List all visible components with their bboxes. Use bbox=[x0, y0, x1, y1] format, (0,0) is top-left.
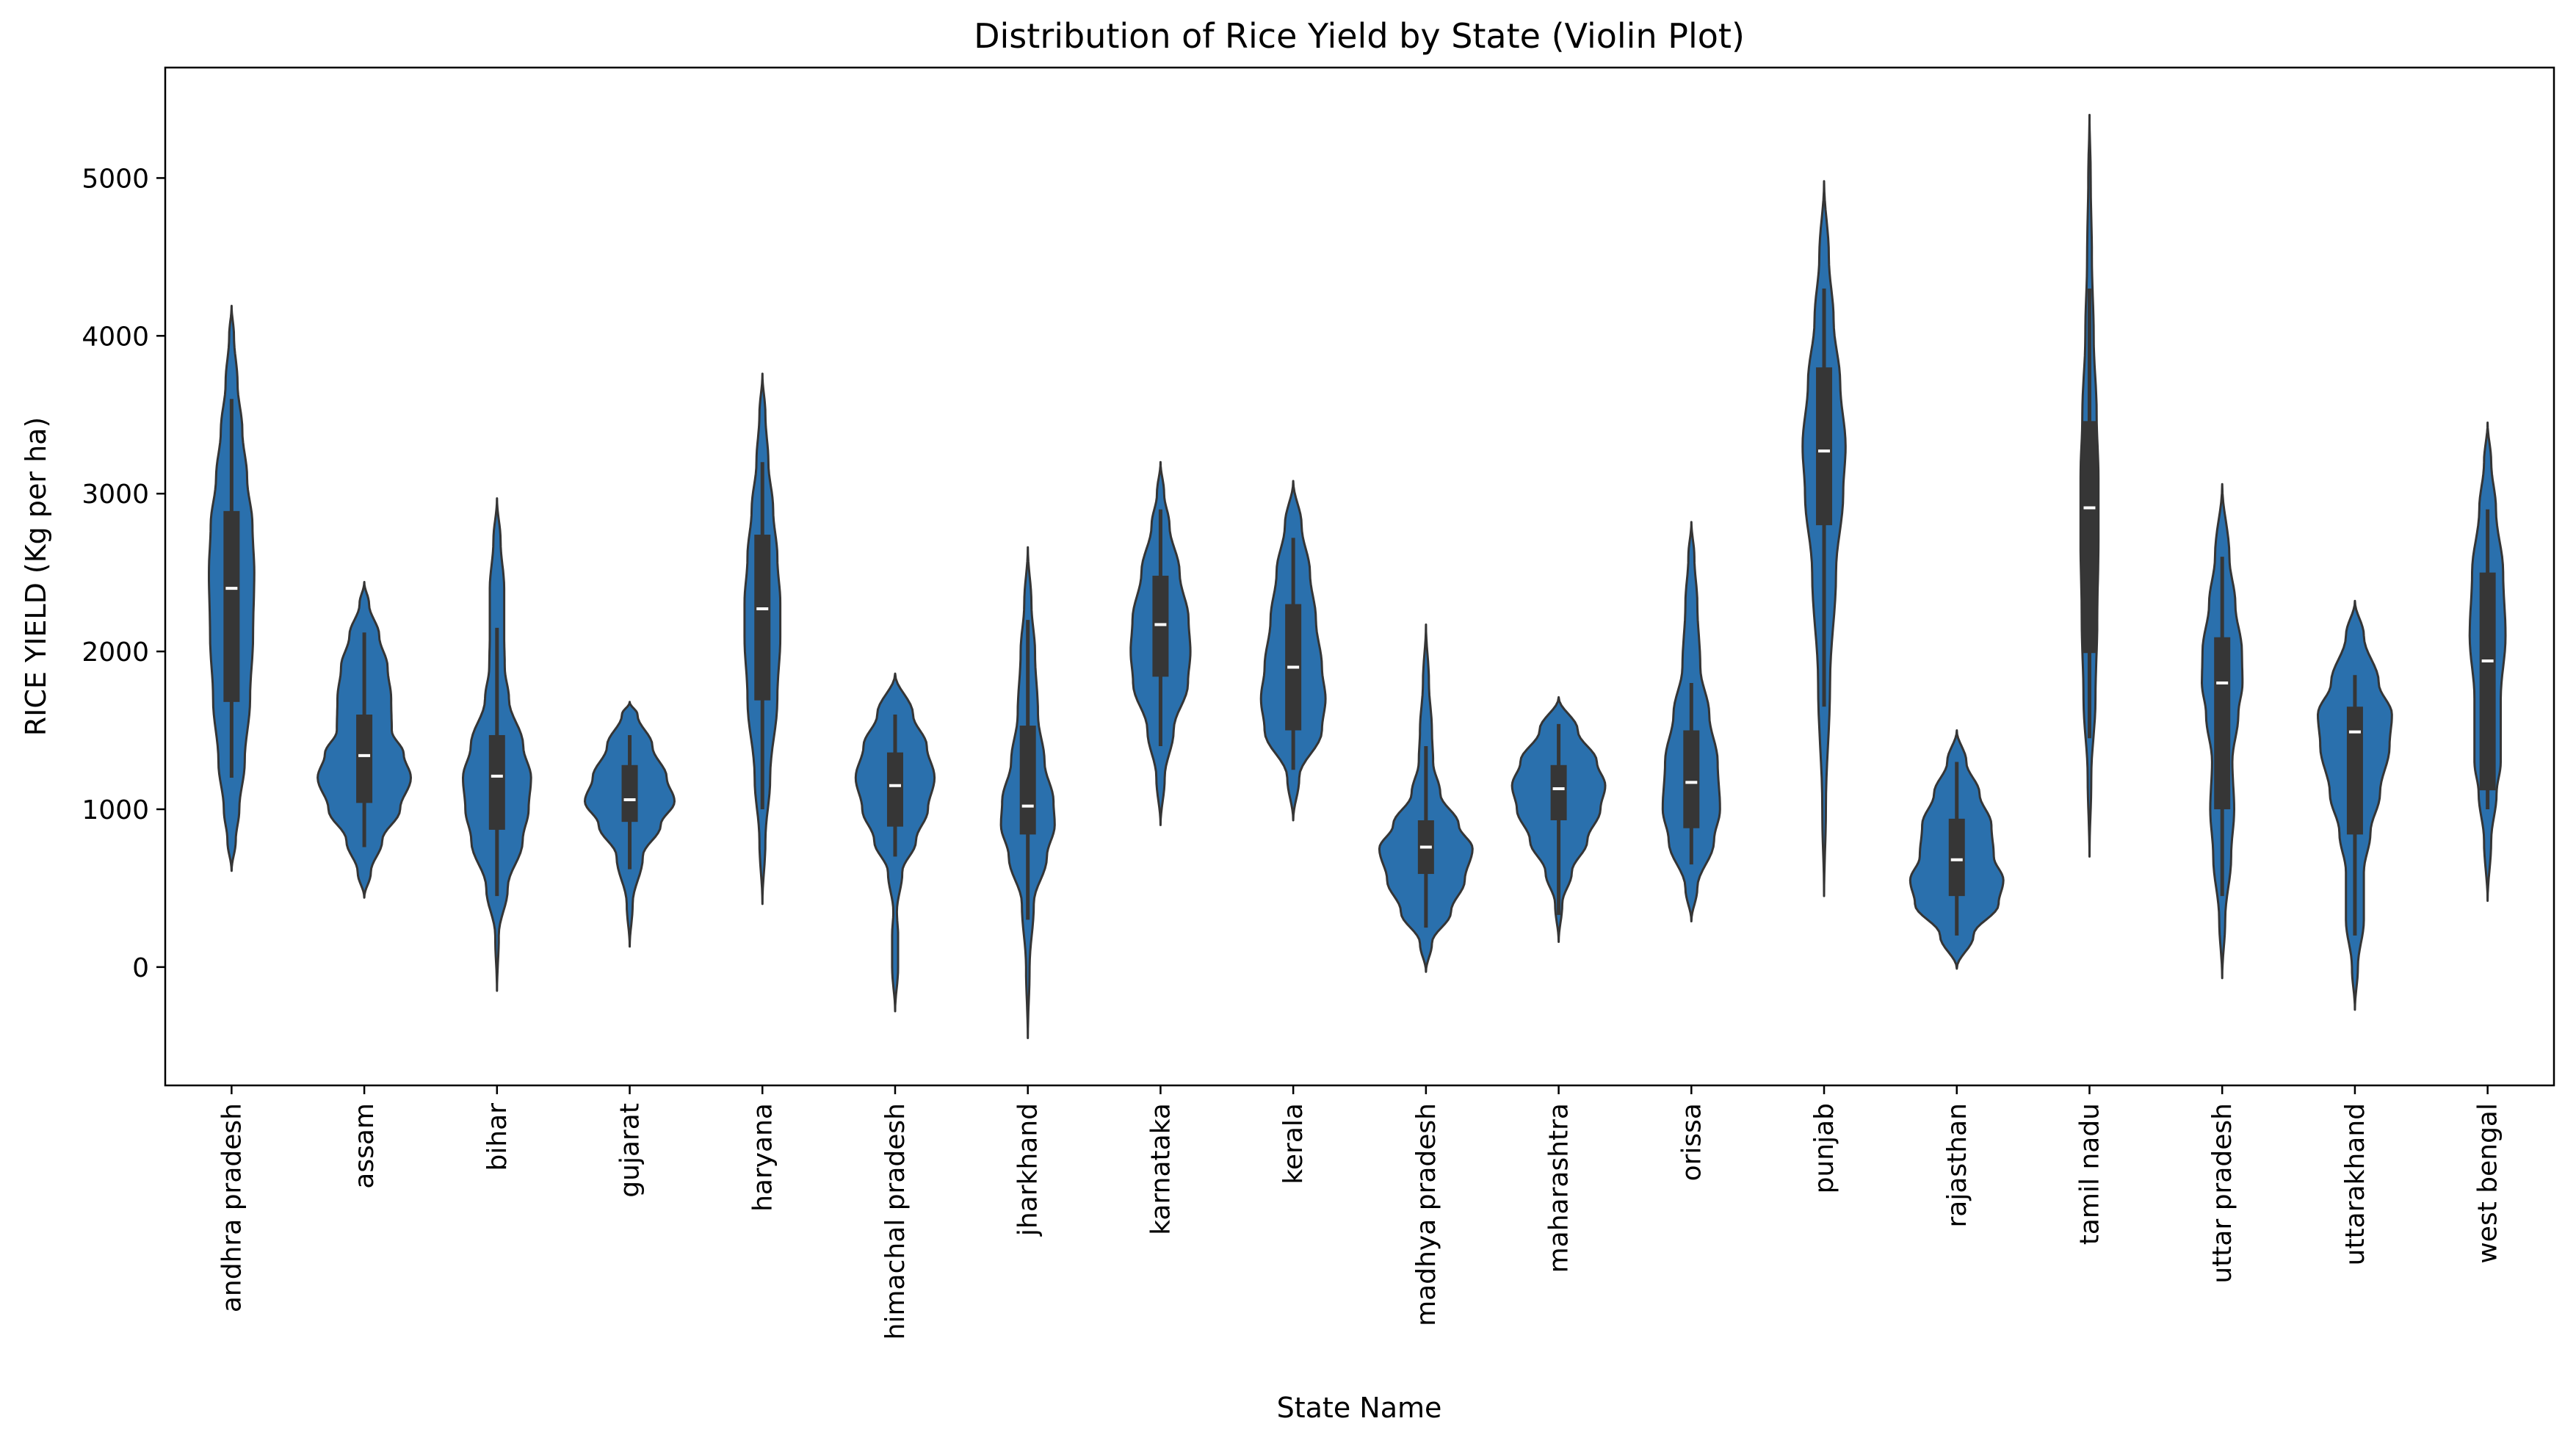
x-tick-label: haryana bbox=[748, 1103, 778, 1212]
violin-haryana bbox=[743, 372, 782, 905]
violin-iqr-box bbox=[2479, 572, 2496, 791]
violin-uttar-pradesh bbox=[2201, 482, 2244, 980]
violin-iqr-box bbox=[2081, 421, 2098, 654]
violin-rajasthan bbox=[1909, 729, 2005, 970]
chart-title: Distribution of Rice Yield by State (Vio… bbox=[974, 16, 1745, 56]
x-tick-label: andhra pradesh bbox=[217, 1103, 247, 1312]
violin-gujarat bbox=[584, 701, 676, 948]
violin-kerala bbox=[1259, 480, 1327, 822]
violin-maharashtra bbox=[1510, 695, 1607, 943]
violin-iqr-box bbox=[2346, 706, 2363, 835]
violin-karnataka bbox=[1129, 460, 1192, 826]
y-axis-label: RICE YIELD (Kg per ha) bbox=[20, 417, 52, 737]
violin-tamil-nadu bbox=[2079, 114, 2100, 858]
y-axis: 0 1000 2000 3000 4000 5000 bbox=[82, 164, 165, 983]
violin-uttarakhand bbox=[2317, 599, 2393, 1011]
x-tick-label: punjab bbox=[1809, 1103, 1839, 1193]
violin-andhra-pradesh bbox=[208, 305, 256, 872]
x-tick-label: kerala bbox=[1278, 1103, 1309, 1185]
plot-frame bbox=[164, 66, 2555, 1087]
violin-iqr-box bbox=[2214, 637, 2231, 809]
x-tick-label: karnataka bbox=[1146, 1103, 1176, 1235]
x-tick-label: bihar bbox=[482, 1103, 513, 1171]
x-tick-label: himachal pradesh bbox=[880, 1103, 911, 1340]
violin-jharkhand bbox=[999, 546, 1056, 1039]
x-tick-label: uttarakhand bbox=[2340, 1103, 2370, 1265]
violin-iqr-box bbox=[356, 715, 373, 803]
violin-himachal-pradesh bbox=[854, 672, 936, 1013]
violin-iqr-box bbox=[1948, 818, 1965, 897]
violin-iqr-box bbox=[223, 510, 240, 702]
violin-madhya-pradesh bbox=[1378, 623, 1474, 973]
x-tick-label: maharashtra bbox=[1544, 1103, 1574, 1273]
x-tick-label: jharkhand bbox=[1013, 1103, 1043, 1237]
x-tick-label: assam bbox=[350, 1103, 380, 1189]
violin-group bbox=[208, 114, 2507, 1039]
x-tick-label: madhya pradesh bbox=[1411, 1103, 1441, 1326]
violin-bihar bbox=[462, 497, 532, 992]
violin-iqr-box bbox=[886, 752, 903, 827]
violin-iqr-box bbox=[1550, 764, 1567, 820]
y-tick-label: 4000 bbox=[82, 322, 149, 352]
violin-iqr-box bbox=[1019, 726, 1036, 835]
y-tick-label: 1000 bbox=[82, 795, 149, 825]
violin-iqr-box bbox=[1816, 367, 1833, 526]
violin-punjab bbox=[1801, 180, 1847, 897]
y-tick-label: 3000 bbox=[82, 480, 149, 510]
x-axis-label: State Name bbox=[1277, 1392, 1442, 1424]
violin-iqr-box bbox=[621, 764, 638, 823]
violin-iqr-box bbox=[754, 535, 771, 701]
x-tick-label: tamil nadu bbox=[2075, 1103, 2105, 1245]
x-tick-label: rajasthan bbox=[1942, 1103, 1972, 1228]
violin-west-bengal bbox=[2468, 422, 2507, 903]
y-tick-label: 0 bbox=[132, 953, 149, 983]
y-tick-label: 5000 bbox=[82, 164, 149, 194]
violin-orissa bbox=[1661, 521, 1721, 922]
x-tick-label: gujarat bbox=[615, 1103, 645, 1198]
x-axis: andhra pradesh assam bihar gujarat haryana hi… bbox=[217, 1085, 2503, 1340]
violin-iqr-box bbox=[1683, 730, 1700, 828]
y-tick-label: 2000 bbox=[82, 637, 149, 668]
x-tick-label: uttar pradesh bbox=[2207, 1103, 2237, 1284]
violin-iqr-box bbox=[488, 734, 505, 830]
x-tick-label: orissa bbox=[1676, 1103, 1707, 1181]
violin-assam bbox=[316, 581, 412, 899]
violin-iqr-box bbox=[1152, 575, 1169, 677]
x-tick-label: west bengal bbox=[2473, 1103, 2503, 1264]
